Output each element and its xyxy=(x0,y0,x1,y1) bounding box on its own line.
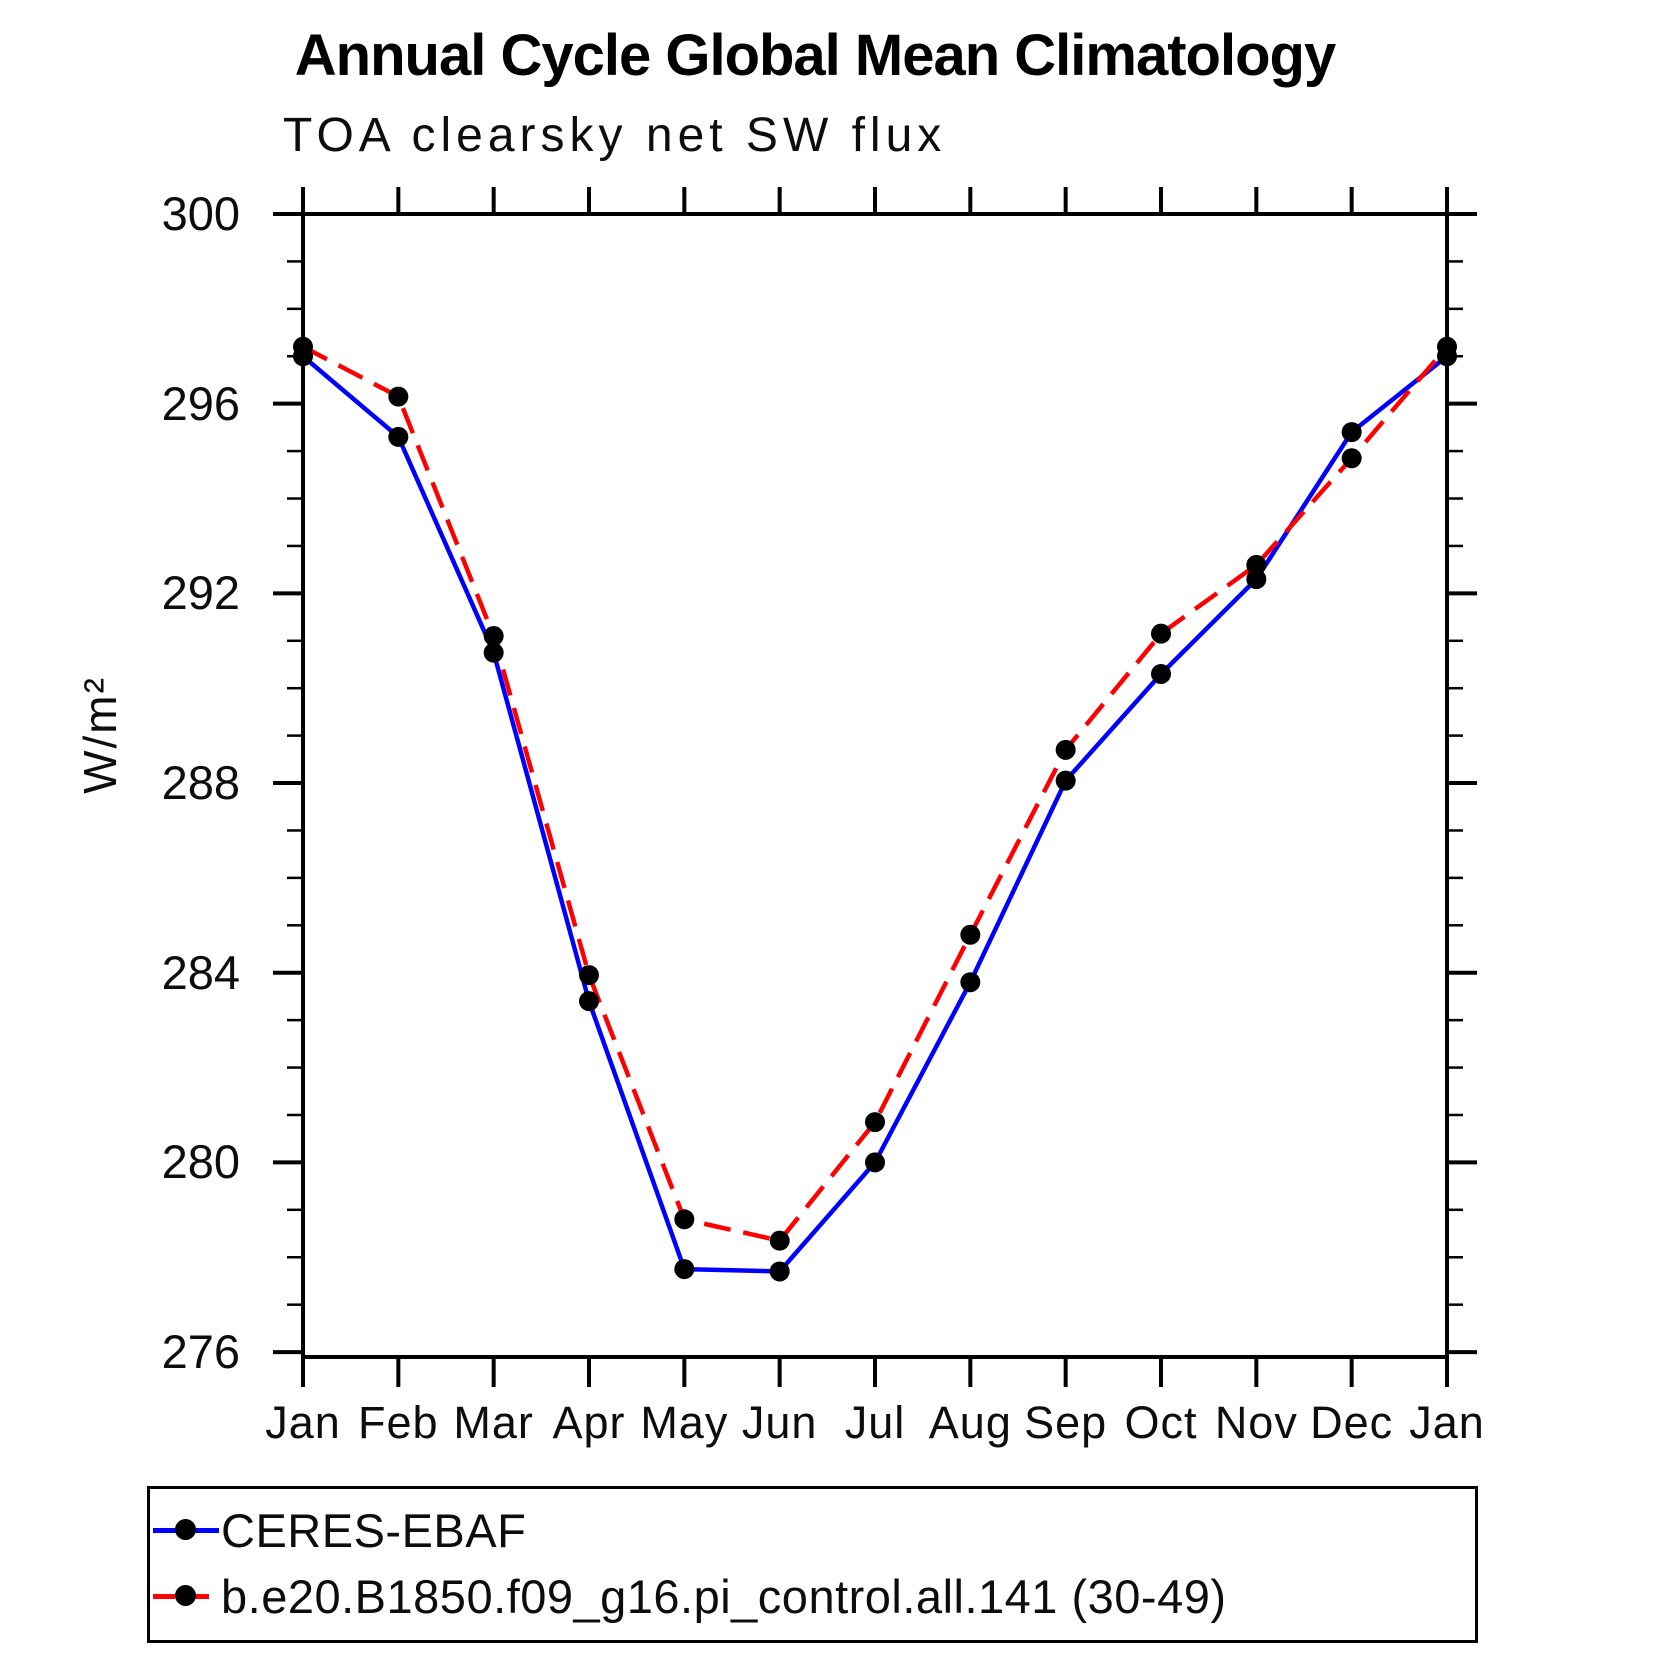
x-tick-label: Jan xyxy=(265,1397,341,1448)
legend-swatch-solid xyxy=(153,1499,219,1561)
data-point-marker xyxy=(1437,336,1457,357)
y-tick-label: 292 xyxy=(161,566,240,620)
marker-dot-icon xyxy=(175,1585,196,1606)
data-point-marker xyxy=(960,924,981,945)
data-point-marker xyxy=(579,965,599,986)
y-tick-label: 280 xyxy=(161,1135,240,1189)
legend-label-model: b.e20.B1850.f09_g16.pi_control.all.141 (… xyxy=(221,1569,1227,1623)
x-tick-label: Oct xyxy=(1124,1397,1198,1448)
data-point-marker xyxy=(388,386,409,407)
data-point-marker xyxy=(960,972,981,993)
x-tick-label: Sep xyxy=(1024,1397,1108,1448)
data-point-marker xyxy=(1055,739,1076,760)
data-point-marker xyxy=(483,626,504,647)
series-line-solid xyxy=(301,354,1449,1274)
x-tick-label: Mar xyxy=(453,1397,534,1448)
x-tick-label: Feb xyxy=(358,1397,439,1448)
legend-item-model: b.e20.B1850.f09_g16.pi_control.all.141 (… xyxy=(153,1565,1227,1627)
legend: CERES-EBAF b.e20.B1850.f09_g16.pi_contro… xyxy=(147,1486,1478,1643)
data-point-marker xyxy=(1151,663,1171,684)
data-point-marker xyxy=(1341,448,1362,469)
y-tick-label: 288 xyxy=(161,756,240,810)
legend-item-ceres: CERES-EBAF xyxy=(153,1499,526,1561)
marker-dot-icon xyxy=(175,1519,196,1540)
data-point-marker xyxy=(1246,569,1267,590)
x-tick-label: Aug xyxy=(928,1397,1012,1448)
x-tick-label: Jun xyxy=(741,1397,818,1448)
data-point-marker xyxy=(674,1209,695,1230)
data-point-marker xyxy=(1151,623,1171,644)
legend-swatch-dashed xyxy=(153,1565,219,1627)
data-point-marker xyxy=(865,1112,885,1133)
x-tick-label: May xyxy=(640,1397,729,1448)
y-tick-label: 276 xyxy=(161,1325,240,1379)
data-point-marker xyxy=(388,426,409,447)
data-point-marker xyxy=(1055,770,1076,791)
x-tick-label: Jul xyxy=(844,1397,906,1448)
plot-frame xyxy=(301,212,1449,1359)
data-point-marker xyxy=(865,1152,885,1173)
x-tick-label: Apr xyxy=(552,1397,626,1448)
y-tick-label: 296 xyxy=(161,376,240,430)
data-point-marker xyxy=(293,336,313,357)
data-point-marker xyxy=(674,1259,695,1280)
x-tick-label: Jan xyxy=(1409,1397,1485,1448)
data-point-marker xyxy=(1341,422,1362,443)
x-tick-label: Dec xyxy=(1310,1397,1394,1448)
data-point-marker xyxy=(769,1261,790,1282)
chart-title: Annual Cycle Global Mean Climatology xyxy=(294,23,1336,88)
chart-subtitle: TOA clearsky net SW flux xyxy=(283,109,947,162)
y-tick-label: 284 xyxy=(161,945,240,999)
data-point-marker xyxy=(769,1230,790,1251)
x-tick-label: Nov xyxy=(1214,1397,1298,1448)
data-point-marker xyxy=(483,642,504,663)
series-line-dashed xyxy=(301,344,1449,1243)
y-tick-label: 300 xyxy=(161,187,240,240)
data-point-marker xyxy=(1246,554,1267,575)
data-point-marker xyxy=(579,991,599,1012)
legend-label-ceres: CERES-EBAF xyxy=(221,1503,527,1557)
